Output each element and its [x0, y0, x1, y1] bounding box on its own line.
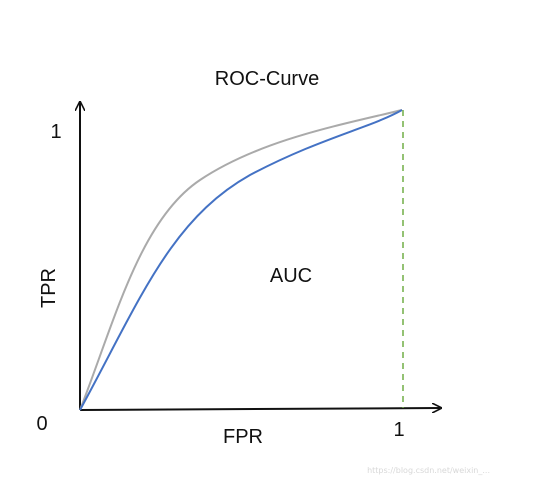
origin-label: 0: [36, 413, 47, 435]
y-axis-label: TPR: [38, 268, 60, 308]
diagram-title: ROC-Curve: [215, 68, 319, 90]
inner-roc-curve: [79, 109, 403, 411]
outer-roc-curve: [79, 109, 403, 411]
x-axis-label: FPR: [223, 426, 263, 448]
x-axis: [79, 408, 440, 410]
x-max-label: 1: [393, 419, 404, 441]
area-label: AUC: [270, 265, 312, 287]
y-max-label: 1: [50, 121, 61, 143]
watermark: https://blog.csdn.net/weixin_...: [367, 466, 490, 475]
